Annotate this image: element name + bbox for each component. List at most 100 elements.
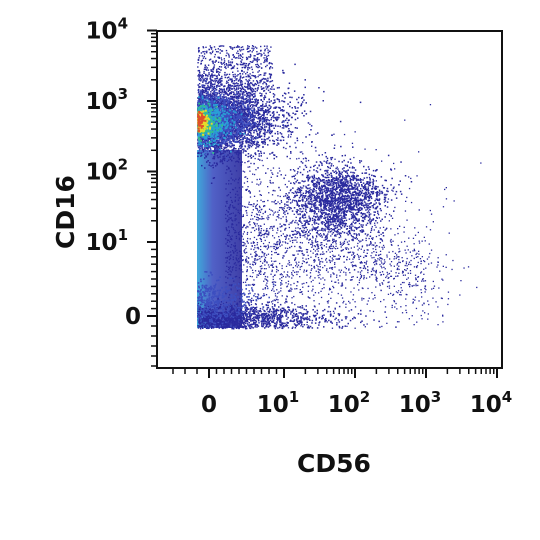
event-dot [231, 142, 233, 145]
event-dot [310, 129, 312, 131]
event-dot [253, 90, 255, 92]
event-dot [214, 81, 216, 83]
event-dot [211, 103, 213, 105]
event-dot [198, 83, 201, 85]
event-dot [250, 114, 253, 117]
event-dot [267, 77, 269, 79]
event-dot [239, 113, 242, 116]
event-dot [230, 46, 232, 48]
event-dot [227, 76, 230, 78]
event-dot [273, 113, 275, 115]
event-dot [242, 64, 244, 66]
event-dot [245, 109, 247, 111]
event-dot [287, 87, 290, 89]
event-dot [237, 131, 240, 133]
event-dot [235, 85, 237, 87]
event-dot [211, 85, 213, 87]
event-dot [228, 156, 231, 159]
event-dot [249, 101, 252, 103]
event-dot [225, 96, 227, 98]
event-dot [236, 85, 238, 87]
event-dot [244, 122, 247, 124]
event-dot [248, 110, 251, 112]
event-dot [233, 107, 236, 110]
event-dot [197, 59, 200, 61]
event-dot [207, 148, 209, 150]
event-dot [303, 99, 305, 101]
event-dot [266, 57, 268, 60]
event-dot [266, 60, 268, 63]
event-dot [246, 57, 248, 59]
event-dot [229, 152, 231, 155]
event-dot [214, 53, 216, 56]
event-dot [245, 139, 248, 141]
event-dot [227, 120, 229, 123]
event-dot [218, 92, 221, 95]
event-dot [239, 136, 242, 138]
event-dot [215, 51, 218, 53]
event-dot [223, 150, 225, 152]
event-dot [260, 115, 262, 118]
event-dot [225, 63, 228, 65]
event-dot [231, 103, 233, 106]
event-dot [250, 133, 252, 135]
event-dot [213, 91, 215, 93]
event-dot [233, 55, 235, 58]
event-dot [230, 156, 233, 158]
event-dot [230, 64, 232, 67]
event-dot [219, 91, 222, 93]
event-dot [254, 101, 256, 103]
event-dot [233, 133, 235, 136]
event-dot [209, 100, 212, 103]
event-dot [234, 103, 237, 106]
event-dot [210, 81, 212, 83]
event-dot [249, 95, 251, 97]
event-dot [200, 79, 202, 81]
event-dot [202, 81, 204, 83]
event-dot [214, 88, 217, 90]
event-dot [199, 77, 202, 80]
event-dot [239, 138, 242, 141]
event-dot [241, 122, 244, 125]
event-dot [246, 92, 248, 95]
event-dot [249, 131, 252, 134]
event-dot [271, 88, 273, 90]
event-dot [261, 138, 263, 141]
event-dot [263, 152, 265, 154]
event-dot [234, 106, 236, 109]
event-dot [204, 157, 206, 159]
event-dot [250, 125, 252, 127]
event-dot [255, 64, 257, 66]
event-dot [275, 106, 278, 108]
event-dot [213, 94, 216, 96]
event-dot [209, 81, 211, 83]
event-dot [278, 106, 280, 109]
event-dot [267, 124, 270, 126]
event-dot [239, 50, 242, 52]
event-dot [254, 59, 256, 61]
event-dot [218, 85, 220, 87]
event-dot [212, 67, 215, 69]
event-dot [239, 84, 241, 86]
event-dot [254, 75, 256, 77]
event-dot [234, 107, 237, 110]
event-dot [243, 135, 246, 138]
event-dot [197, 146, 200, 149]
event-dot [220, 110, 223, 112]
event-dot [222, 96, 224, 98]
event-dot [251, 82, 253, 84]
event-dot [270, 116, 273, 119]
event-dot [250, 124, 252, 127]
event-dot [247, 134, 249, 136]
event-dot [231, 128, 233, 130]
event-dot [267, 144, 269, 146]
event-dot [240, 60, 242, 62]
event-dot [231, 91, 233, 93]
event-dot [256, 142, 258, 145]
event-dot [261, 107, 263, 110]
event-dot [235, 134, 237, 136]
event-dot [219, 142, 222, 145]
event-dot [264, 110, 267, 112]
event-dot [263, 57, 265, 59]
event-dot [249, 103, 251, 105]
